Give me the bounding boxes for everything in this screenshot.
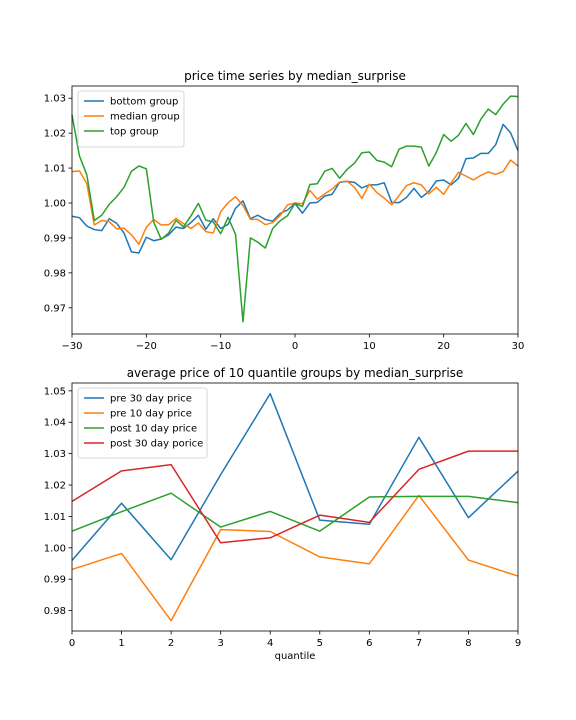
legend-label-1: bottom group: [110, 97, 178, 108]
y-tick-label: 1.03: [44, 449, 66, 460]
y-tick-label: 0.97: [44, 303, 66, 314]
legend-label-3: top group: [110, 127, 159, 138]
legend-box: [77, 387, 208, 459]
x-tick-label: 6: [366, 638, 372, 649]
x-tick-label: 0: [292, 341, 298, 352]
x-tick-label: 10: [363, 341, 376, 352]
y-tick-label: 1.05: [44, 386, 66, 397]
legend-label-2: median group: [110, 112, 180, 123]
x-tick-label: 7: [416, 638, 422, 649]
x-tick-label: 8: [465, 638, 471, 649]
y-tick-label: 1.00: [44, 543, 66, 554]
y-tick-label: 0.98: [44, 268, 66, 279]
series-line-3: [71, 492, 519, 532]
series-line-1: [71, 392, 519, 561]
time-series-chart: price time series by median_surprise −30…: [44, 69, 525, 352]
y-tick-label: 1.04: [44, 418, 66, 429]
x-tick-label: 1: [118, 638, 124, 649]
series-line-2: [71, 494, 519, 622]
x-axis-label: quantile: [275, 651, 316, 662]
chart-title: price time series by median_surprise: [184, 69, 406, 83]
y-tick-label: 1.02: [44, 481, 66, 492]
chart-title: average price of 10 quantile groups by m…: [127, 366, 464, 380]
x-tick-label: −20: [136, 341, 157, 352]
series-line-3: [71, 95, 519, 323]
legend-label-4: post 30 day porice: [110, 439, 203, 450]
series-line-2: [71, 159, 519, 245]
x-tick-label: 9: [515, 638, 521, 649]
y-tick-label: 0.99: [44, 575, 66, 586]
legend-label-1: pre 30 day price: [110, 394, 192, 405]
y-tick-label: 0.98: [44, 606, 66, 617]
quantile-chart: average price of 10 quantile groups by m…: [44, 366, 521, 662]
y-tick-label: 1.00: [44, 199, 66, 210]
x-tick-label: −10: [210, 341, 231, 352]
legend-box: [77, 90, 185, 148]
x-tick-label: 0: [69, 638, 75, 649]
y-tick-label: 1.01: [44, 164, 66, 175]
legend-label-2: pre 10 day price: [110, 409, 192, 420]
y-tick-label: 1.01: [44, 512, 66, 523]
axes-frame: [71, 382, 519, 632]
x-tick-label: 3: [217, 638, 223, 649]
x-tick-label: −30: [61, 341, 82, 352]
x-tick-label: 4: [267, 638, 273, 649]
x-tick-label: 2: [168, 638, 174, 649]
series-line-4: [71, 450, 518, 544]
y-tick-label: 0.99: [44, 233, 66, 244]
x-tick-label: 30: [512, 341, 525, 352]
y-tick-label: 1.02: [44, 129, 66, 140]
y-tick-label: 1.03: [44, 94, 66, 105]
x-tick-label: 20: [437, 341, 450, 352]
legend-label-3: post 10 day price: [110, 424, 197, 435]
x-tick-label: 5: [317, 638, 323, 649]
